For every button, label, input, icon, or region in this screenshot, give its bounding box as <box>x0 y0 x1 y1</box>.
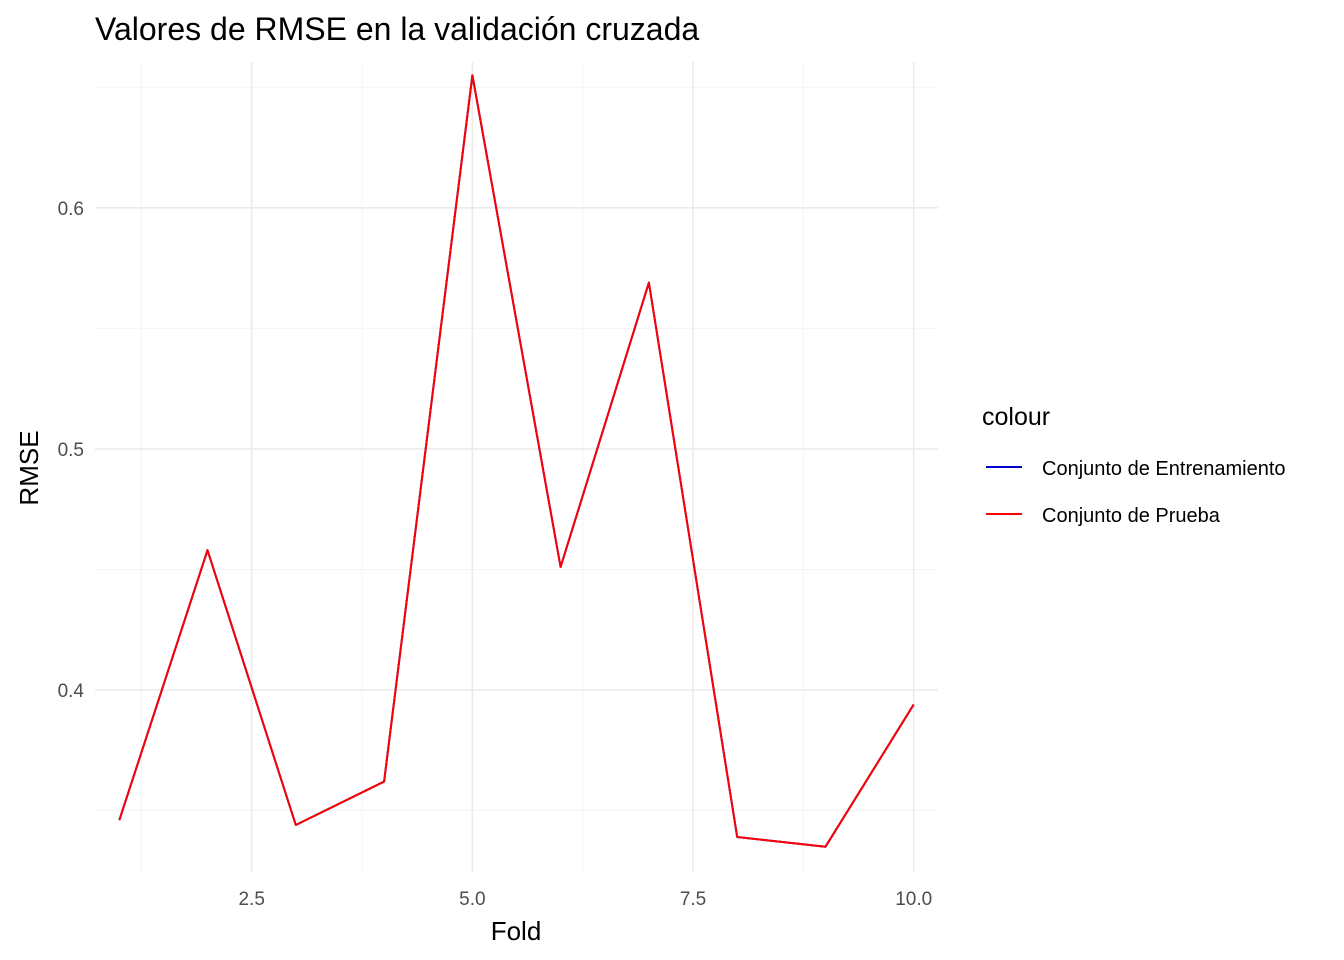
y-tick-label: 0.5 <box>58 440 84 461</box>
x-axis-title: Fold <box>491 916 542 946</box>
x-tick-labels: 2.5 5.0 7.5 10.0 <box>238 889 932 910</box>
x-tick-label: 10.0 <box>895 889 932 910</box>
grid <box>95 62 938 872</box>
x-tick-label: 7.5 <box>680 889 706 910</box>
legend-title: colour <box>982 403 1050 431</box>
legend: colour Conjunto de Entrenamiento Conjunto… <box>982 403 1286 527</box>
x-tick-label: 5.0 <box>459 889 485 910</box>
series-line-entrenamiento <box>118 74 915 848</box>
legend-label: Conjunto de Entrenamiento <box>1042 458 1286 480</box>
y-tick-label: 0.4 <box>58 681 85 702</box>
chart-title: Valores de RMSE en la validación cruzada <box>95 11 699 47</box>
series-line-prueba <box>118 74 915 848</box>
x-tick-label: 2.5 <box>238 889 264 910</box>
series-lines <box>118 74 915 848</box>
legend-label: Conjunto de Prueba <box>1042 505 1221 527</box>
y-tick-label: 0.6 <box>58 199 84 220</box>
y-axis-title: RMSE <box>14 430 44 505</box>
y-tick-labels: 0.4 0.5 0.6 <box>58 199 85 702</box>
